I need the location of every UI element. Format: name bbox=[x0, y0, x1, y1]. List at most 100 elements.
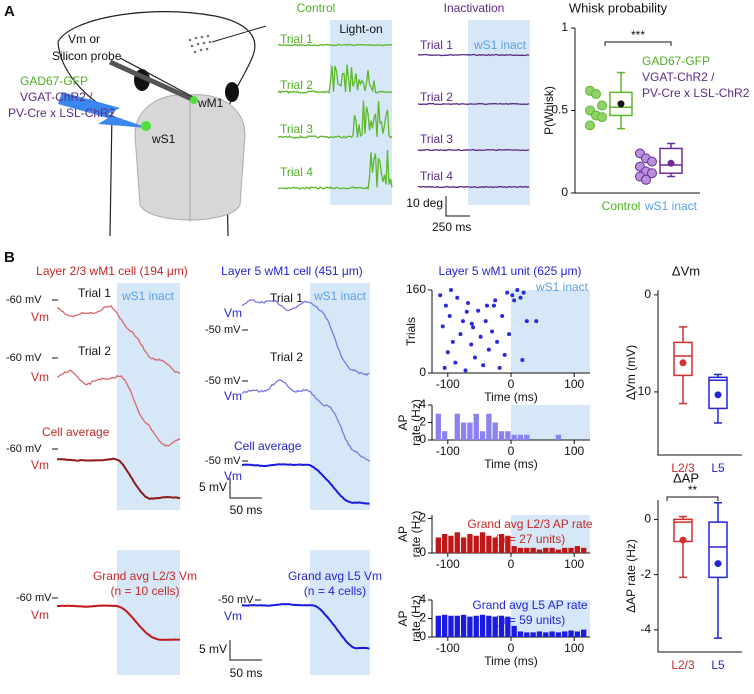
bar bbox=[549, 547, 555, 553]
vm-label: Vm bbox=[224, 609, 242, 623]
x-tick-label: 100 bbox=[564, 444, 584, 458]
x-tick-label: 0 bbox=[508, 641, 515, 655]
bar bbox=[543, 632, 549, 637]
trial-label: Trial 4 bbox=[420, 169, 453, 183]
vm-trace bbox=[241, 379, 370, 462]
spike bbox=[455, 295, 460, 300]
bar bbox=[511, 625, 517, 637]
bar bbox=[536, 549, 543, 553]
spike bbox=[469, 321, 474, 326]
x-tick-label: L5 bbox=[711, 461, 725, 475]
bar bbox=[517, 434, 524, 440]
data-point bbox=[647, 168, 657, 179]
whisker-trace bbox=[277, 64, 393, 94]
bar bbox=[524, 434, 530, 440]
x-tick-label: -100 bbox=[436, 377, 460, 391]
eye bbox=[225, 82, 239, 102]
data-point bbox=[591, 89, 601, 99]
bar bbox=[492, 422, 498, 440]
spike bbox=[443, 303, 448, 308]
bar bbox=[498, 431, 505, 440]
spike bbox=[507, 332, 512, 337]
vm-trace bbox=[56, 604, 181, 642]
chart-title: Grand avg L2/3 AP rate bbox=[467, 517, 593, 531]
chart-title: (n = 27 units) bbox=[495, 532, 565, 546]
bar bbox=[441, 614, 448, 637]
mv-label: -50 mV bbox=[205, 324, 241, 336]
vm-label: Vm bbox=[224, 306, 242, 320]
spike bbox=[448, 288, 453, 292]
ws1-site bbox=[141, 121, 151, 131]
spike bbox=[453, 360, 458, 365]
spike bbox=[447, 313, 452, 318]
cell-title: Layer 2/3 wM1 cell (194 μm) bbox=[36, 264, 188, 278]
spike bbox=[466, 300, 471, 305]
legend-entry: PV-Cre x LSL-ChR2 bbox=[642, 86, 750, 100]
x-tick-label: 100 bbox=[564, 641, 584, 655]
vm-label: Vm bbox=[31, 608, 49, 622]
vm-trace bbox=[241, 602, 370, 650]
light-bolt bbox=[58, 92, 148, 128]
bar bbox=[581, 547, 587, 553]
spike bbox=[442, 365, 447, 370]
mean bbox=[714, 560, 722, 568]
scale-bar bbox=[229, 640, 262, 661]
spike bbox=[510, 293, 515, 298]
y-axis-label: rate (Hz) bbox=[409, 511, 423, 558]
y-tick-label: 2 bbox=[419, 611, 426, 625]
y-tick-label: 0.5 bbox=[551, 103, 568, 117]
inact-shade bbox=[468, 20, 530, 205]
spike bbox=[520, 358, 525, 363]
whisker-trace bbox=[417, 102, 530, 106]
y-tick-label: 0 bbox=[561, 185, 568, 199]
bar bbox=[581, 629, 587, 637]
mv-label: -60 mV bbox=[6, 352, 42, 364]
bar bbox=[460, 422, 467, 440]
whisker-pad bbox=[188, 34, 212, 54]
bar bbox=[454, 413, 460, 440]
x-axis-label: Time (ms) bbox=[484, 654, 538, 668]
bar bbox=[467, 534, 473, 553]
spike bbox=[460, 319, 465, 324]
bar bbox=[574, 546, 581, 553]
scale-label: 5 mV bbox=[199, 642, 227, 656]
y-axis-label: rate (Hz) bbox=[409, 399, 423, 446]
data-point bbox=[647, 156, 657, 167]
bar bbox=[479, 532, 486, 553]
grand-title: (n = 4 cells) bbox=[304, 584, 366, 598]
vm-label: Vm bbox=[224, 389, 242, 403]
scale-label: 10 deg bbox=[406, 196, 443, 210]
mv-label: -60 mV bbox=[6, 443, 42, 455]
trial-label: Trial 3 bbox=[280, 122, 313, 136]
spike bbox=[486, 347, 491, 352]
mean bbox=[679, 536, 687, 544]
bar bbox=[435, 413, 441, 440]
y-tick-label: 0 bbox=[419, 432, 426, 446]
y-axis-label: P(Whisk) bbox=[542, 86, 556, 135]
trial-label: Trial 2 bbox=[270, 350, 303, 364]
bar bbox=[435, 537, 441, 553]
column-title: Control bbox=[297, 1, 336, 15]
x-axis-label: Time (ms) bbox=[484, 457, 538, 471]
legend-entry: VGAT-ChR2 / bbox=[642, 70, 715, 84]
bar bbox=[555, 549, 562, 553]
box bbox=[673, 341, 693, 377]
probe bbox=[119, 57, 196, 99]
inact-shade bbox=[310, 550, 370, 675]
data-point bbox=[585, 120, 595, 131]
grand-title: Grand avg L2/3 Vm bbox=[93, 569, 197, 583]
y-tick-label: 2 bbox=[419, 511, 426, 525]
trial-label: Trial 2 bbox=[420, 90, 453, 104]
spike bbox=[440, 324, 445, 329]
grand-title: (n = 10 cells) bbox=[110, 584, 179, 598]
probe-label: Silicon probe bbox=[52, 49, 122, 63]
y-tick-label: 4 bbox=[419, 592, 426, 606]
bar bbox=[568, 547, 574, 553]
bar bbox=[555, 632, 562, 637]
bar bbox=[454, 615, 460, 637]
wm1-site bbox=[190, 96, 198, 104]
data-point bbox=[597, 100, 607, 111]
x-tick-label: 0 bbox=[508, 377, 515, 391]
bar bbox=[498, 615, 505, 637]
